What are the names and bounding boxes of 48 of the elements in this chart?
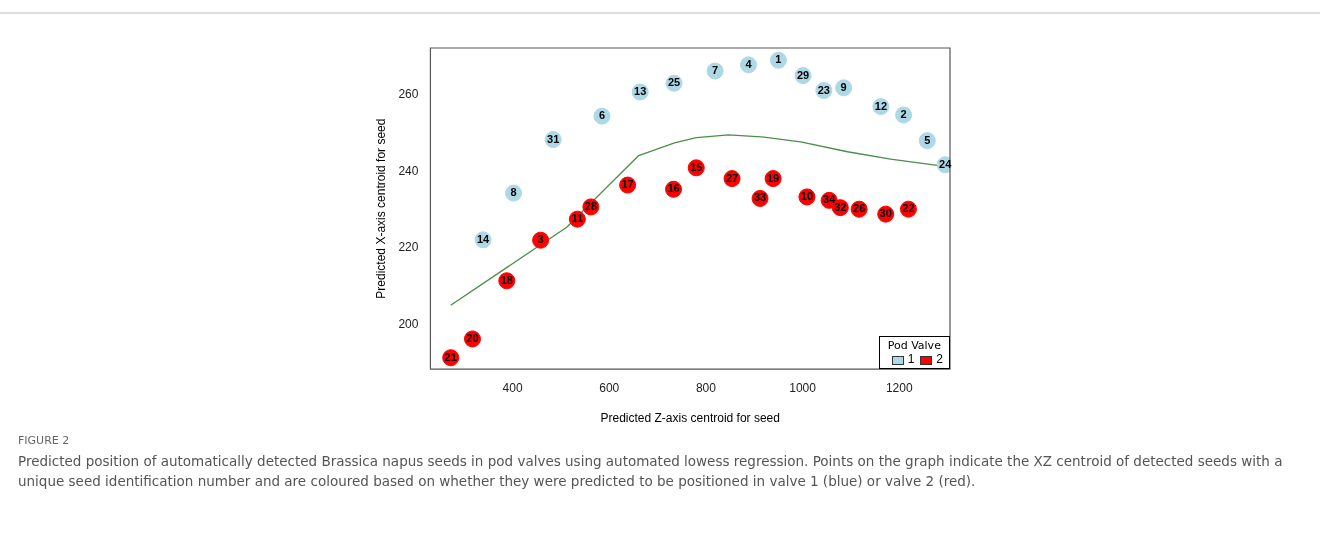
x-axis-title: Predicted Z-axis centroid for seed (600, 411, 780, 426)
annotation: 3 (537, 233, 544, 246)
annotation: 18 (500, 273, 513, 286)
caption: FIGURE 2 (18, 434, 71, 447)
annotation: 31 (547, 132, 560, 145)
text: Predicted position of automatically detected Brassica napus seeds in pod valves using automated lowess regression. Points on the graph indicate the XZ centroid of detected seeds with a unique seed identification number and are coloured based on whether they were predicted to be positioned in valve 1 (blue) or valve 2 (red). (18, 452, 1284, 491)
y-tick-label: 260 (398, 87, 419, 102)
x-tick-label: 600 (599, 380, 620, 395)
annotation: 28 (584, 199, 598, 212)
annotation: 14 (476, 232, 491, 245)
annotation: 6 (598, 109, 606, 122)
annotation: 5 (924, 133, 931, 146)
annotation: 19 (766, 171, 780, 184)
annotation: 29 (796, 68, 810, 81)
annotation: 10 (800, 189, 814, 202)
annotation: 1 (775, 53, 782, 66)
annotation: 26 (853, 202, 866, 215)
x-tick-label: 1200 (885, 380, 913, 395)
annotation: 4 (745, 57, 753, 70)
annotation: 30 (879, 207, 892, 220)
annotation: 11 (571, 212, 584, 225)
annotation: 2 (900, 108, 907, 121)
legend-label: 1 (907, 352, 915, 367)
annotation: 20 (466, 331, 479, 344)
annotation: 25 (667, 76, 681, 89)
y-tick-label: 200 (398, 316, 419, 331)
annotation: 7 (712, 64, 719, 76)
y-tick-label: 220 (398, 240, 419, 255)
annotation: 17 (621, 178, 634, 191)
annotation: 22 (902, 202, 915, 215)
annotation: 33 (753, 191, 767, 204)
annotation: 23 (817, 83, 830, 96)
y-axis-title: Predicted X-axis centroid for seed (373, 118, 388, 299)
legend-label: 2 (936, 352, 943, 367)
y-tick-label: 240 (398, 163, 419, 178)
x-tick-label: 800 (695, 380, 717, 395)
annotation: 13 (634, 85, 647, 98)
x-tick-label: 400 (502, 380, 523, 395)
annotation: 12 (874, 99, 888, 112)
annotation: 24 (939, 157, 953, 170)
annotation: 8 (510, 186, 517, 199)
annotation: 21 (444, 350, 457, 363)
annotation: 27 (725, 171, 739, 184)
x-tick-label: 1000 (789, 380, 817, 395)
annotation: 15 (690, 160, 703, 173)
annotation: 16 (667, 182, 680, 195)
legend-title: Pod Valve (886, 339, 942, 353)
annotation: 9 (840, 80, 847, 93)
